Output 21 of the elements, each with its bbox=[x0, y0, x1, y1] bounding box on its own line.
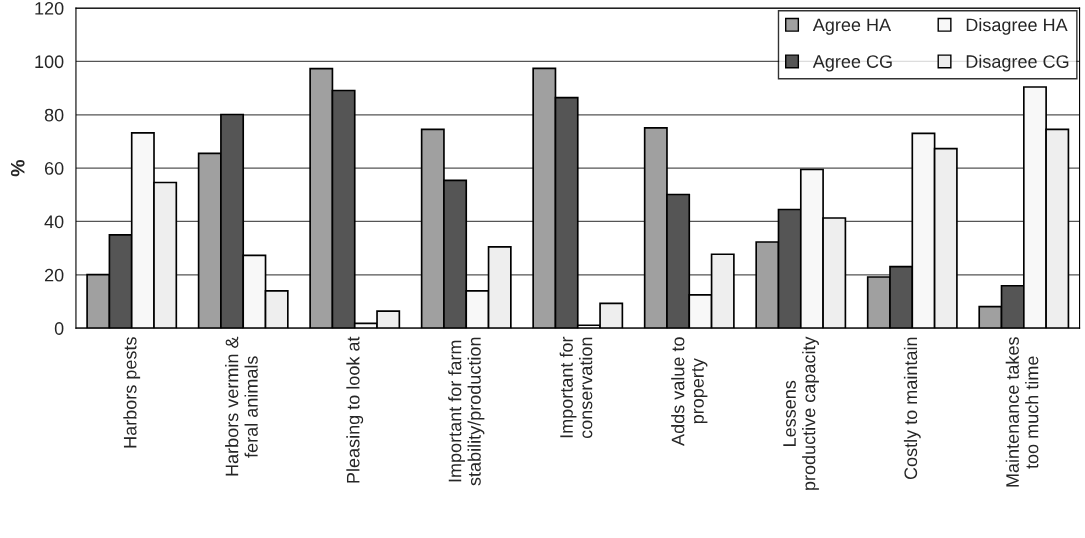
y-tick-label: 80 bbox=[44, 108, 64, 122]
x-tick-label: Harbors vermin & feral animals bbox=[225, 336, 258, 476]
legend-label: Agree HA bbox=[812, 18, 892, 35]
x-tick-label: Maintenance takes too much time bbox=[1005, 337, 1039, 487]
y-tick-label: 20 bbox=[44, 268, 64, 282]
legend-label: Disagree HA bbox=[966, 18, 1068, 35]
x-tick-label: Adds value to property bbox=[671, 337, 708, 446]
y-tick-label: 100 bbox=[35, 55, 64, 69]
x-tick-label: Lessens productive capacity bbox=[783, 336, 819, 490]
y-axis-title: % bbox=[10, 159, 25, 177]
y-tick-label: 40 bbox=[44, 215, 64, 229]
x-tick-label: Costly to maintain bbox=[903, 337, 921, 480]
x-tick-label: Pleasing to look at bbox=[346, 336, 364, 483]
y-tick-label: 120 bbox=[35, 2, 64, 15]
y-tick-label: 0 bbox=[54, 322, 64, 335]
x-tick-label: Important for conservation bbox=[559, 336, 593, 439]
x-tick-label: Harbors pests bbox=[123, 337, 141, 448]
legend-label: Disagree CG bbox=[966, 54, 1069, 72]
y-tick-label: 60 bbox=[44, 162, 64, 175]
x-tick-label: Important for farm stability/production bbox=[448, 337, 485, 486]
legend-label: Agree CG bbox=[812, 55, 892, 72]
